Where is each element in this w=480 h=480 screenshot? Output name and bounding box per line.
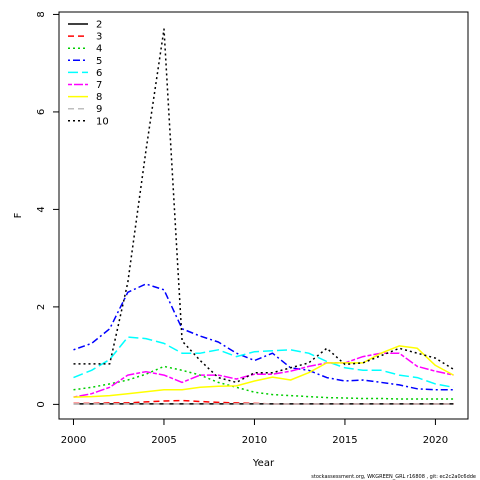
series-line-8 (73, 345, 454, 398)
series-line-7 (73, 352, 454, 398)
x-axis: 2000 2005 2010 2015 2020 (61, 419, 448, 446)
legend-label-2: 2 (96, 20, 102, 31)
series-layer (73, 28, 454, 405)
x-tick-label-2000: 2000 (61, 435, 86, 446)
legend-label-9: 9 (96, 104, 102, 115)
legend-label-8: 8 (96, 92, 102, 103)
legend-label-10: 10 (96, 116, 109, 127)
footer-text: stockassessment.org, WKGREEN_GRL r16808 … (311, 474, 476, 480)
legend-label-6: 6 (96, 68, 102, 79)
legend-label-5: 5 (96, 56, 102, 67)
y-axis: 0 2 4 6 8 (36, 11, 59, 408)
y-tick-label-8: 8 (36, 11, 47, 17)
y-tick-label-2: 2 (36, 304, 47, 310)
x-tick-label-2010: 2010 (242, 435, 267, 446)
x-tick-label-2015: 2015 (332, 435, 357, 446)
y-tick-label-4: 4 (36, 206, 47, 212)
y-tick-label-0: 0 (36, 401, 47, 407)
series-line-10 (73, 28, 454, 384)
legend-label-4: 4 (96, 44, 102, 55)
series-line-6 (73, 336, 454, 389)
y-tick-label-6: 6 (36, 109, 47, 115)
x-tick-label-2005: 2005 (151, 435, 176, 446)
plot-box (58, 11, 469, 420)
legend-label-3: 3 (96, 32, 102, 43)
x-axis-title: Year (252, 458, 275, 469)
legend-label-7: 7 (96, 80, 102, 91)
x-tick-label-2020: 2020 (423, 435, 448, 446)
y-axis-title: F (13, 212, 24, 218)
